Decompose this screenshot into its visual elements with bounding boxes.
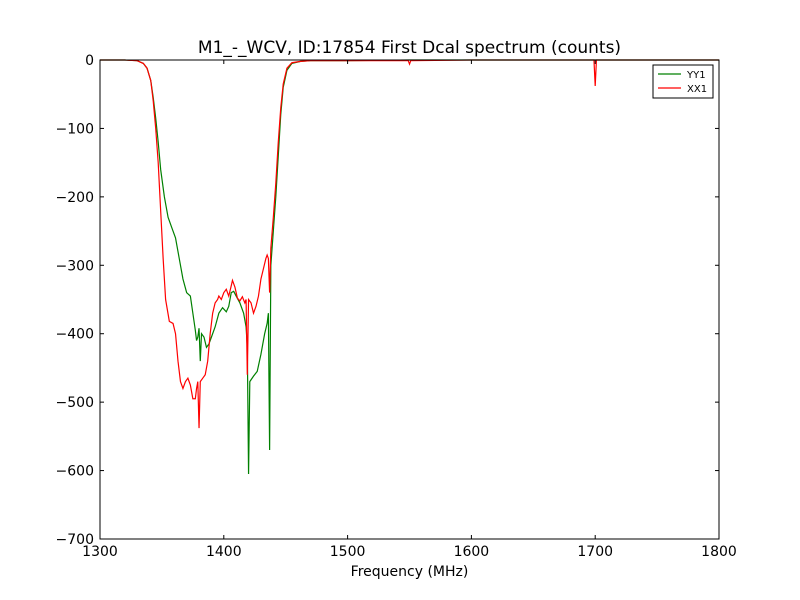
legend-label-xx1: XX1 [687, 84, 707, 95]
axes-frame [99, 59, 720, 540]
y-tick-label: −100 [56, 121, 94, 137]
legend-box [652, 64, 714, 99]
x-axis-label: Frequency (MHz) [351, 564, 469, 580]
x-tick-label: 1500 [330, 544, 366, 560]
x-tick-label: 1700 [577, 544, 613, 560]
chart-title: M1_-_WCV, ID:17854 First Dcal spectrum (… [198, 38, 621, 58]
y-tick-label: −300 [56, 258, 94, 274]
y-tick-label: −200 [56, 190, 94, 206]
x-tick-label: 1600 [454, 544, 490, 560]
y-tick-label: −400 [56, 327, 94, 343]
y-tick-label: −600 [56, 464, 94, 480]
plot-layer [100, 59, 719, 474]
y-tick-label: −700 [56, 532, 94, 548]
x-tick-label: 1400 [206, 544, 242, 560]
ticks-layer: 1300 1400 1500 1600 1700 1800 0 −100 −200 −300 −40… [56, 53, 737, 560]
y-tick-label: −500 [56, 395, 94, 411]
y-tick-label: 0 [85, 53, 94, 69]
series-line-xx1 [100, 59, 719, 429]
legend-label-yy1: YY1 [686, 70, 706, 81]
x-tick-label: 1800 [701, 544, 737, 560]
x-tick-label: 1300 [82, 544, 118, 560]
